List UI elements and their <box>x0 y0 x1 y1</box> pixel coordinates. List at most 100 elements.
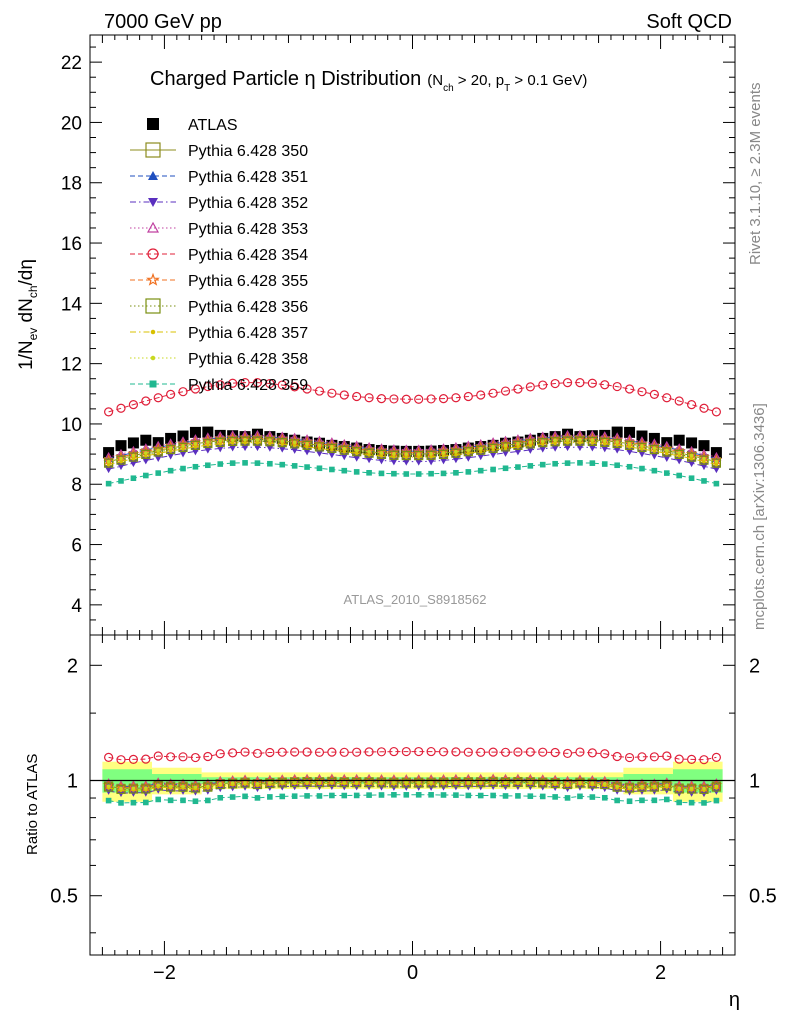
data-point <box>404 455 409 459</box>
legend-marker <box>148 198 158 207</box>
ratio-data-point <box>415 792 422 798</box>
ratio-data-point <box>327 777 337 787</box>
data-point <box>401 394 411 404</box>
ratio-data-point <box>612 751 622 762</box>
data-point <box>230 438 235 442</box>
ratio-data-point <box>465 792 472 799</box>
data-point <box>503 446 508 451</box>
data-point <box>193 442 198 446</box>
data-point <box>277 380 287 390</box>
x-axis-tick-labels: −2 0 2 <box>153 962 666 984</box>
data-point <box>491 445 495 449</box>
legend-marker <box>145 142 161 158</box>
ratio-data-point <box>674 754 684 764</box>
data-point <box>404 452 409 456</box>
data-point <box>414 451 424 461</box>
data-point <box>675 457 684 465</box>
ratio-data-point <box>166 782 176 792</box>
data-point <box>600 445 609 453</box>
ratio-data-point <box>376 747 387 757</box>
data-point <box>429 451 433 456</box>
data-point <box>243 440 247 445</box>
data-point <box>414 458 423 466</box>
data-point <box>652 446 657 450</box>
ratio-data-point <box>403 792 410 798</box>
ratio-data-point <box>203 751 213 762</box>
data-point <box>553 441 557 446</box>
ratio-data-point <box>539 793 546 800</box>
ratio-data-point <box>639 797 645 804</box>
data-point <box>466 451 471 455</box>
ratio-data-point <box>527 793 534 799</box>
data-point <box>414 394 424 404</box>
ratio-data-point <box>279 793 286 800</box>
data-point <box>713 480 720 487</box>
data-point <box>268 441 272 446</box>
ratio-data-point <box>302 777 312 788</box>
data-point <box>575 436 585 446</box>
data-point <box>501 449 510 457</box>
data-point <box>587 378 597 388</box>
data-point <box>143 472 149 479</box>
main-plot-panel: 4 6 8 10 12 14 16 18 20 22 ATLAS_2010_S8918562 Ch… <box>61 34 736 636</box>
data-point <box>613 446 622 454</box>
ratio-data-point <box>391 792 397 798</box>
legend-marker <box>145 298 161 314</box>
data-point <box>466 448 471 452</box>
data-point <box>352 391 362 402</box>
data-point <box>119 456 123 461</box>
ratio-data-point <box>714 784 719 788</box>
data-point <box>255 440 260 445</box>
ratio-data-point <box>564 795 571 801</box>
ratio-data-point <box>463 778 473 788</box>
header-energy-label: 7000 GeV pp <box>104 11 222 33</box>
data-point <box>228 436 238 447</box>
data-point <box>652 449 657 453</box>
ratio-data-point <box>178 782 188 792</box>
ratio-data-point <box>463 747 473 757</box>
series-line <box>108 446 717 470</box>
ratio-data-point <box>637 782 647 792</box>
data-point <box>193 445 198 449</box>
data-point <box>476 390 486 400</box>
data-point <box>677 454 681 458</box>
data-point <box>476 453 485 461</box>
data-point <box>104 407 114 417</box>
data-point <box>649 444 659 455</box>
ratio-data-point <box>702 786 706 791</box>
data-point <box>228 378 238 388</box>
ratio-data-point <box>268 780 272 785</box>
data-point <box>254 460 261 466</box>
ratio-data-point <box>265 747 275 758</box>
ratio-data-point <box>500 778 511 788</box>
data-point <box>538 445 547 453</box>
data-point <box>279 461 286 468</box>
ratio-data-point <box>699 784 709 794</box>
data-point <box>664 451 669 456</box>
ratio-data-point <box>206 784 210 789</box>
data-point <box>106 459 111 464</box>
ratio-data-point <box>131 786 136 790</box>
ratio-data-point <box>192 798 199 805</box>
ratio-y-tick-label-left: 2 <box>67 655 78 677</box>
data-point <box>403 471 410 477</box>
ratio-data-point <box>254 795 261 801</box>
ratio-data-point <box>538 778 548 788</box>
data-point <box>153 393 163 403</box>
ratio-data-point <box>664 783 669 787</box>
data-point <box>563 443 572 452</box>
data-point <box>624 384 635 394</box>
data-point <box>327 388 337 398</box>
ratio-data-point <box>649 782 659 792</box>
series-line <box>108 436 717 460</box>
data-point <box>128 400 139 410</box>
ratio-data-point <box>153 751 163 761</box>
main-y-axis-label: 1/Nev dNch/dη <box>16 259 40 370</box>
data-point <box>353 469 360 475</box>
data-point <box>116 403 126 413</box>
data-point <box>649 389 659 399</box>
series-line <box>108 382 717 413</box>
data-point <box>441 451 446 455</box>
data-point <box>364 393 374 403</box>
